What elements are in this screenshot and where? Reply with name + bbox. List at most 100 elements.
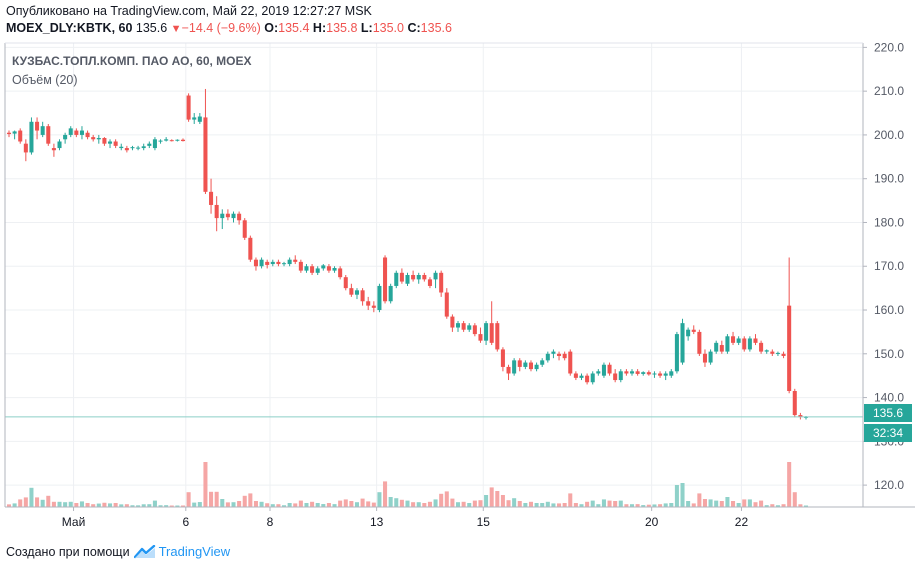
open-value: 135.4 [278,21,310,35]
volume-bar [764,505,769,507]
candle-body [85,132,90,138]
candle-body [119,146,124,149]
candle-body [590,373,595,383]
candle-body [141,146,146,149]
candle-body [691,329,696,332]
volume-bar [714,500,719,507]
candle-body [439,272,444,293]
volume-bar [119,504,124,507]
y-tick-label: 150.0 [874,347,904,361]
candle-body [253,259,258,267]
volume-bar [736,503,741,507]
candle-body [742,338,747,350]
y-tick-label: 170.0 [874,259,904,273]
volume-bar [242,495,247,507]
volume-bar [680,483,685,507]
volume-bar [601,499,606,507]
volume-bar [742,499,747,507]
volume-bar [371,502,376,507]
candle-body [557,353,562,356]
candle-body [338,268,343,278]
candle-body [601,364,606,376]
volume-bar [792,492,797,507]
volume-bar [624,504,629,507]
candle-body [792,391,797,416]
candle-body [624,371,629,374]
volume-bar [259,501,264,507]
volume-bar [759,500,764,507]
candle-body [298,261,303,271]
candle-body [478,334,483,341]
volume-bar [658,504,663,507]
volume-bar [607,500,612,507]
volume-bar [147,504,152,507]
volume-bar [534,503,539,507]
candle-body [6,132,12,135]
series-title: КУЗБАС.ТОПЛ.КОМП. ПАО АО, 60, MOEX [12,54,252,68]
candle-body [360,290,365,302]
volume-bar [405,500,410,507]
candle-body [585,375,590,383]
candle-body [349,288,354,295]
volume-bar [545,501,550,507]
candle-body [124,148,129,151]
volume-bar [803,505,809,507]
candle-body [315,268,320,273]
y-tick-label: 140.0 [874,391,904,405]
candle-body [450,316,455,328]
candle-body [192,117,197,120]
candle-body [242,220,247,238]
candle-body [57,141,62,149]
candle-body [399,272,404,282]
volume-bar [663,503,668,507]
candle-body [29,121,34,153]
candle-body [416,275,421,280]
candle-body [652,373,657,375]
volume-legend: Объём (20) [12,73,78,87]
volume-bar [708,499,713,507]
volume-bar [366,501,371,507]
candle-body [517,360,522,367]
volume-bar [753,502,758,507]
volume-bar [551,503,556,507]
candle-body [472,325,477,335]
volume-bar [214,491,219,507]
candle-body [551,351,556,354]
volume-bar [798,504,803,507]
candle-body [747,338,752,350]
candle-body [495,323,500,350]
last-price-badge: 135.6 [864,404,912,422]
time-axis[interactable]: Май 6 8 13 15 20 22 [62,507,749,529]
candle-body [568,351,573,374]
volume-bar [635,504,640,507]
x-tick-label: Май [62,515,86,529]
volume-bar [321,504,326,507]
volume-bar [484,495,489,507]
volume-bar [613,501,618,507]
tradingview-link[interactable]: TradingView [158,544,231,559]
volume-bar [231,502,236,507]
candle-body [719,345,724,352]
ohlc-legend: MOEX_DLY:KBTK, 60 135.6 ▼−14.4 (−9.6%) O… [6,21,452,35]
volume-bar [618,500,623,507]
volume-bar [141,504,146,507]
volume-bar [517,501,522,507]
volume-bar [18,499,23,507]
volume-bar [579,504,584,507]
candle-body [697,331,702,354]
candle-body [91,137,96,140]
volume-bar [495,491,500,507]
low-label: L: [360,21,373,35]
volume-bar [282,505,287,507]
candle-body [354,290,360,295]
volume-bar [298,500,303,507]
volume-bar [35,497,40,507]
candle-body [259,259,264,267]
symbol-label: MOEX_DLY:KBTK, 60 [6,21,133,35]
candle-body [579,375,584,378]
candle-body [674,334,679,372]
volume-bar [220,499,225,507]
volume-bar [439,493,444,507]
candle-body [629,371,635,374]
